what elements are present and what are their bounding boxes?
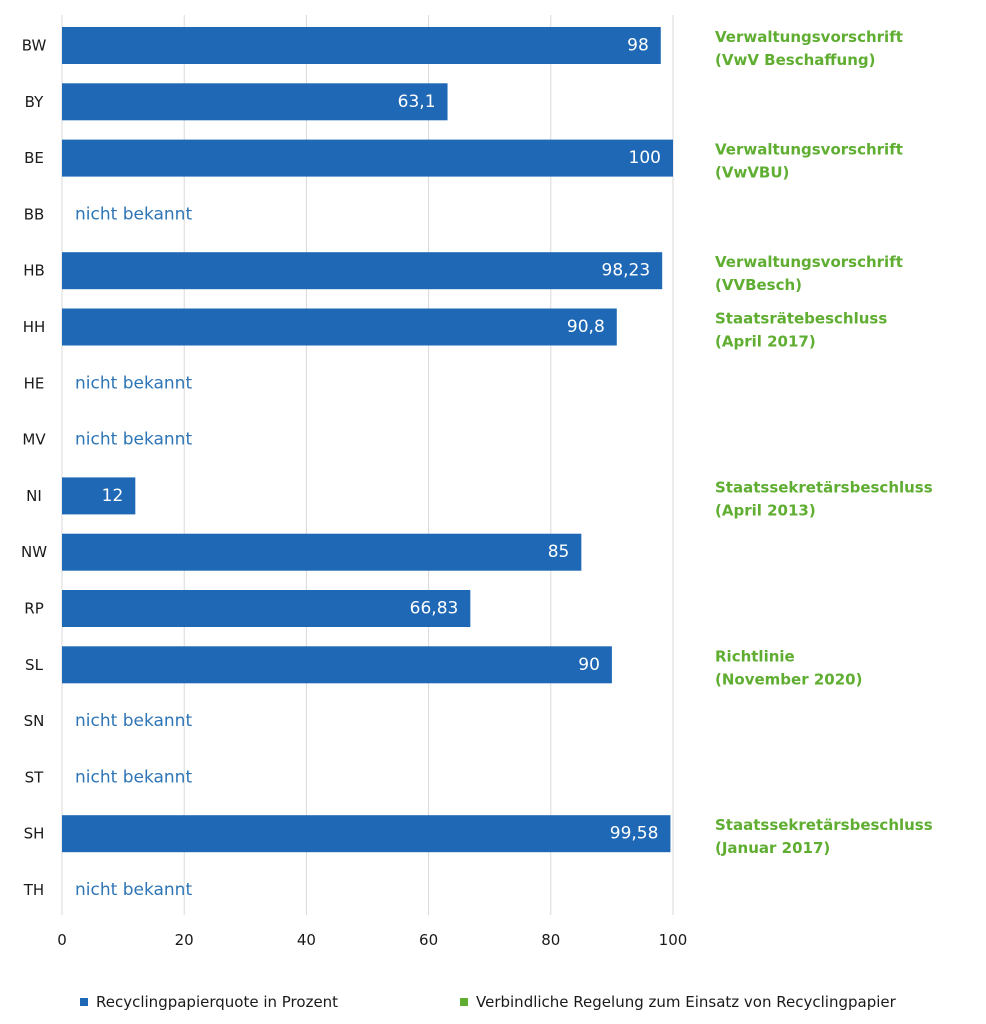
unknown-value-label: nicht bekannt xyxy=(75,373,192,393)
bar-value-label: 98 xyxy=(627,36,649,56)
bar xyxy=(62,308,617,346)
legend-item-regulation: Verbindliche Regelung zum Einsatz von Re… xyxy=(460,992,896,1012)
bar-value-label: 98,23 xyxy=(602,261,651,281)
bar-value-label: 90,8 xyxy=(567,317,605,337)
unknown-value-label: nicht bekannt xyxy=(75,430,192,450)
category-label: ST xyxy=(25,768,45,786)
bar xyxy=(62,83,448,121)
category-label: BW xyxy=(22,37,47,55)
x-tick-label: 100 xyxy=(659,931,688,949)
category-label: HE xyxy=(24,374,45,392)
regulation-detail-label: (November 2020) xyxy=(715,670,862,688)
category-label: BY xyxy=(25,93,44,111)
bar-value-label: 66,83 xyxy=(410,599,459,619)
regulation-label: Staatssekretärsbeschluss xyxy=(715,478,933,496)
category-label: BB xyxy=(24,205,45,223)
category-label: SH xyxy=(24,825,45,843)
regulation-label: Verwaltungsvorschrift xyxy=(715,141,903,159)
regulation-detail-label: (April 2017) xyxy=(715,333,816,351)
unknown-value-label: nicht bekannt xyxy=(75,880,192,900)
category-label: TH xyxy=(23,881,44,899)
category-label: BE xyxy=(24,149,44,167)
x-tick-label: 40 xyxy=(297,931,316,949)
category-label: HB xyxy=(23,262,45,280)
regulation-label: Verwaltungsvorschrift xyxy=(715,253,903,271)
bar-value-label: 100 xyxy=(629,148,661,168)
bar xyxy=(62,533,582,571)
regulation-detail-label: (VVBesch) xyxy=(715,276,802,294)
regulation-detail-label: (April 2013) xyxy=(715,501,816,519)
category-label: HH xyxy=(23,318,46,336)
category-label: MV xyxy=(22,431,46,449)
category-label: NW xyxy=(21,543,47,561)
bar xyxy=(62,139,673,177)
x-tick-label: 60 xyxy=(419,931,438,949)
unknown-value-label: nicht bekannt xyxy=(75,767,192,787)
legend-item-quote: Recyclingpapierquote in Prozent xyxy=(80,992,338,1012)
regulation-detail-label: (VwVBU) xyxy=(715,164,789,182)
legend-swatch-green xyxy=(460,998,468,1006)
bar xyxy=(62,590,471,627)
regulation-label: Staatssekretärsbeschluss xyxy=(715,816,933,834)
bar-chart: 0 20 40 60 80 100 BW 98 Verwaltungsvorschrift (Vw… xyxy=(21,15,933,949)
x-tick-label: 0 xyxy=(57,931,67,949)
category-label: SL xyxy=(25,656,44,674)
bar xyxy=(62,27,661,64)
category-label: RP xyxy=(24,600,43,618)
bar xyxy=(62,815,671,853)
x-tick-label: 80 xyxy=(541,931,560,949)
regulation-detail-label: (Januar 2017) xyxy=(715,839,830,857)
category-label: NI xyxy=(26,487,42,505)
bar xyxy=(62,252,663,290)
bar-value-label: 12 xyxy=(102,486,124,506)
unknown-value-label: nicht bekannt xyxy=(75,711,192,731)
legend-label-regulation: Verbindliche Regelung zum Einsatz von Re… xyxy=(476,993,896,1011)
bar-value-label: 90 xyxy=(578,655,600,675)
bar xyxy=(62,477,136,515)
bar xyxy=(62,646,612,684)
category-label: SN xyxy=(24,712,45,730)
bar-value-label: 63,1 xyxy=(398,92,436,112)
bar-value-label: 85 xyxy=(548,542,570,562)
regulation-label: Richtlinie xyxy=(715,647,795,665)
bar-value-label: 99,58 xyxy=(610,824,659,844)
regulation-detail-label: (VwV Beschaffung) xyxy=(715,51,875,69)
x-tick-label: 20 xyxy=(175,931,194,949)
legend-label-quote: Recyclingpapierquote in Prozent xyxy=(96,993,339,1011)
legend-swatch-blue xyxy=(80,998,88,1006)
regulation-label: Staatsrätebeschluss xyxy=(715,310,887,328)
unknown-value-label: nicht bekannt xyxy=(75,204,192,224)
regulation-label: Verwaltungsvorschrift xyxy=(715,28,903,46)
